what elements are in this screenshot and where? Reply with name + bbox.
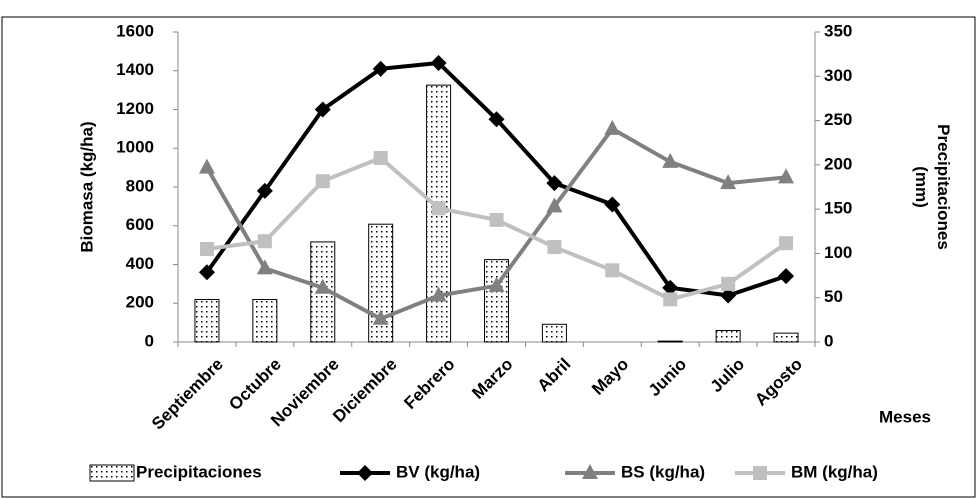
marker [257, 234, 272, 249]
bar [252, 298, 278, 343]
x-tick-label: Mayo [588, 355, 632, 399]
marker [489, 212, 504, 227]
y-tick-label: 1600 [116, 21, 154, 40]
legend-marker [753, 466, 767, 480]
y2-tick-label: 200 [824, 154, 852, 173]
bar [773, 332, 799, 343]
y2-tick-label: 300 [824, 66, 852, 85]
y2-axis-title: Precipitaciones(mm) [912, 124, 953, 250]
y-axis-title: Biomasa (kg/ha) [77, 121, 96, 252]
marker [488, 111, 505, 128]
y2-tick-label: 250 [824, 110, 852, 129]
marker [663, 292, 678, 307]
bar [194, 298, 220, 343]
marker [779, 236, 794, 251]
y-tick-label: 400 [126, 254, 154, 273]
marker [605, 263, 620, 278]
bar [541, 323, 567, 343]
y2-tick-label: 0 [824, 331, 833, 350]
x-tick-label: Octubre [225, 355, 285, 415]
marker [198, 264, 215, 281]
marker [546, 197, 563, 213]
y2-tick-label: 50 [824, 287, 843, 306]
legend-swatch [89, 464, 135, 482]
y-tick-label: 200 [126, 293, 154, 312]
x-tick-label: Agosto [751, 355, 806, 410]
marker [720, 174, 737, 190]
marker [778, 268, 795, 285]
marker [431, 201, 446, 216]
marker [199, 242, 214, 256]
y-tick-label: 1200 [116, 99, 154, 118]
x-tick-label: Febrero [400, 355, 458, 413]
marker [547, 240, 562, 255]
legend-marker [357, 465, 373, 481]
legend-label: BM (kg/ha) [791, 462, 878, 481]
y-tick-label: 0 [145, 331, 154, 350]
marker [662, 279, 679, 296]
x-tick-label: Marzo [468, 355, 516, 403]
legend-label: BS (kg/ha) [621, 462, 705, 481]
y-tick-label: 800 [126, 176, 154, 195]
marker [662, 152, 679, 168]
legend-label: Precipitaciones [136, 462, 262, 481]
marker [430, 286, 447, 302]
marker [372, 60, 389, 77]
marker [256, 259, 273, 275]
y2-tick-label: 350 [824, 21, 852, 40]
y-tick-label: 1400 [116, 60, 154, 79]
marker [604, 119, 621, 135]
marker [721, 276, 736, 291]
marker [315, 174, 330, 189]
bar [715, 329, 741, 343]
marker [256, 182, 273, 199]
marker [372, 309, 389, 325]
y2-tick-label: 100 [824, 243, 852, 262]
x-tick-label: Junio [645, 355, 690, 400]
legend-label: BV (kg/ha) [396, 462, 480, 481]
marker [778, 168, 795, 184]
x-tick-label: Abril [534, 355, 575, 396]
marker [314, 278, 331, 294]
marker [430, 55, 447, 71]
marker [720, 287, 737, 304]
y2-tick-label: 150 [824, 199, 852, 218]
x-tick-label: Julio [707, 355, 748, 396]
legend-marker [582, 464, 598, 479]
marker [546, 175, 563, 192]
x-axis-title: Meses [879, 407, 931, 426]
y-tick-label: 1000 [116, 138, 154, 157]
x-tick-label: Septiembre [148, 355, 227, 434]
marker [373, 150, 388, 165]
marker [488, 276, 505, 292]
marker [198, 158, 215, 174]
chart-frame [1, 16, 976, 498]
bar [657, 340, 683, 343]
marker [604, 196, 621, 213]
marker [314, 101, 331, 118]
y-tick-label: 600 [126, 215, 154, 234]
